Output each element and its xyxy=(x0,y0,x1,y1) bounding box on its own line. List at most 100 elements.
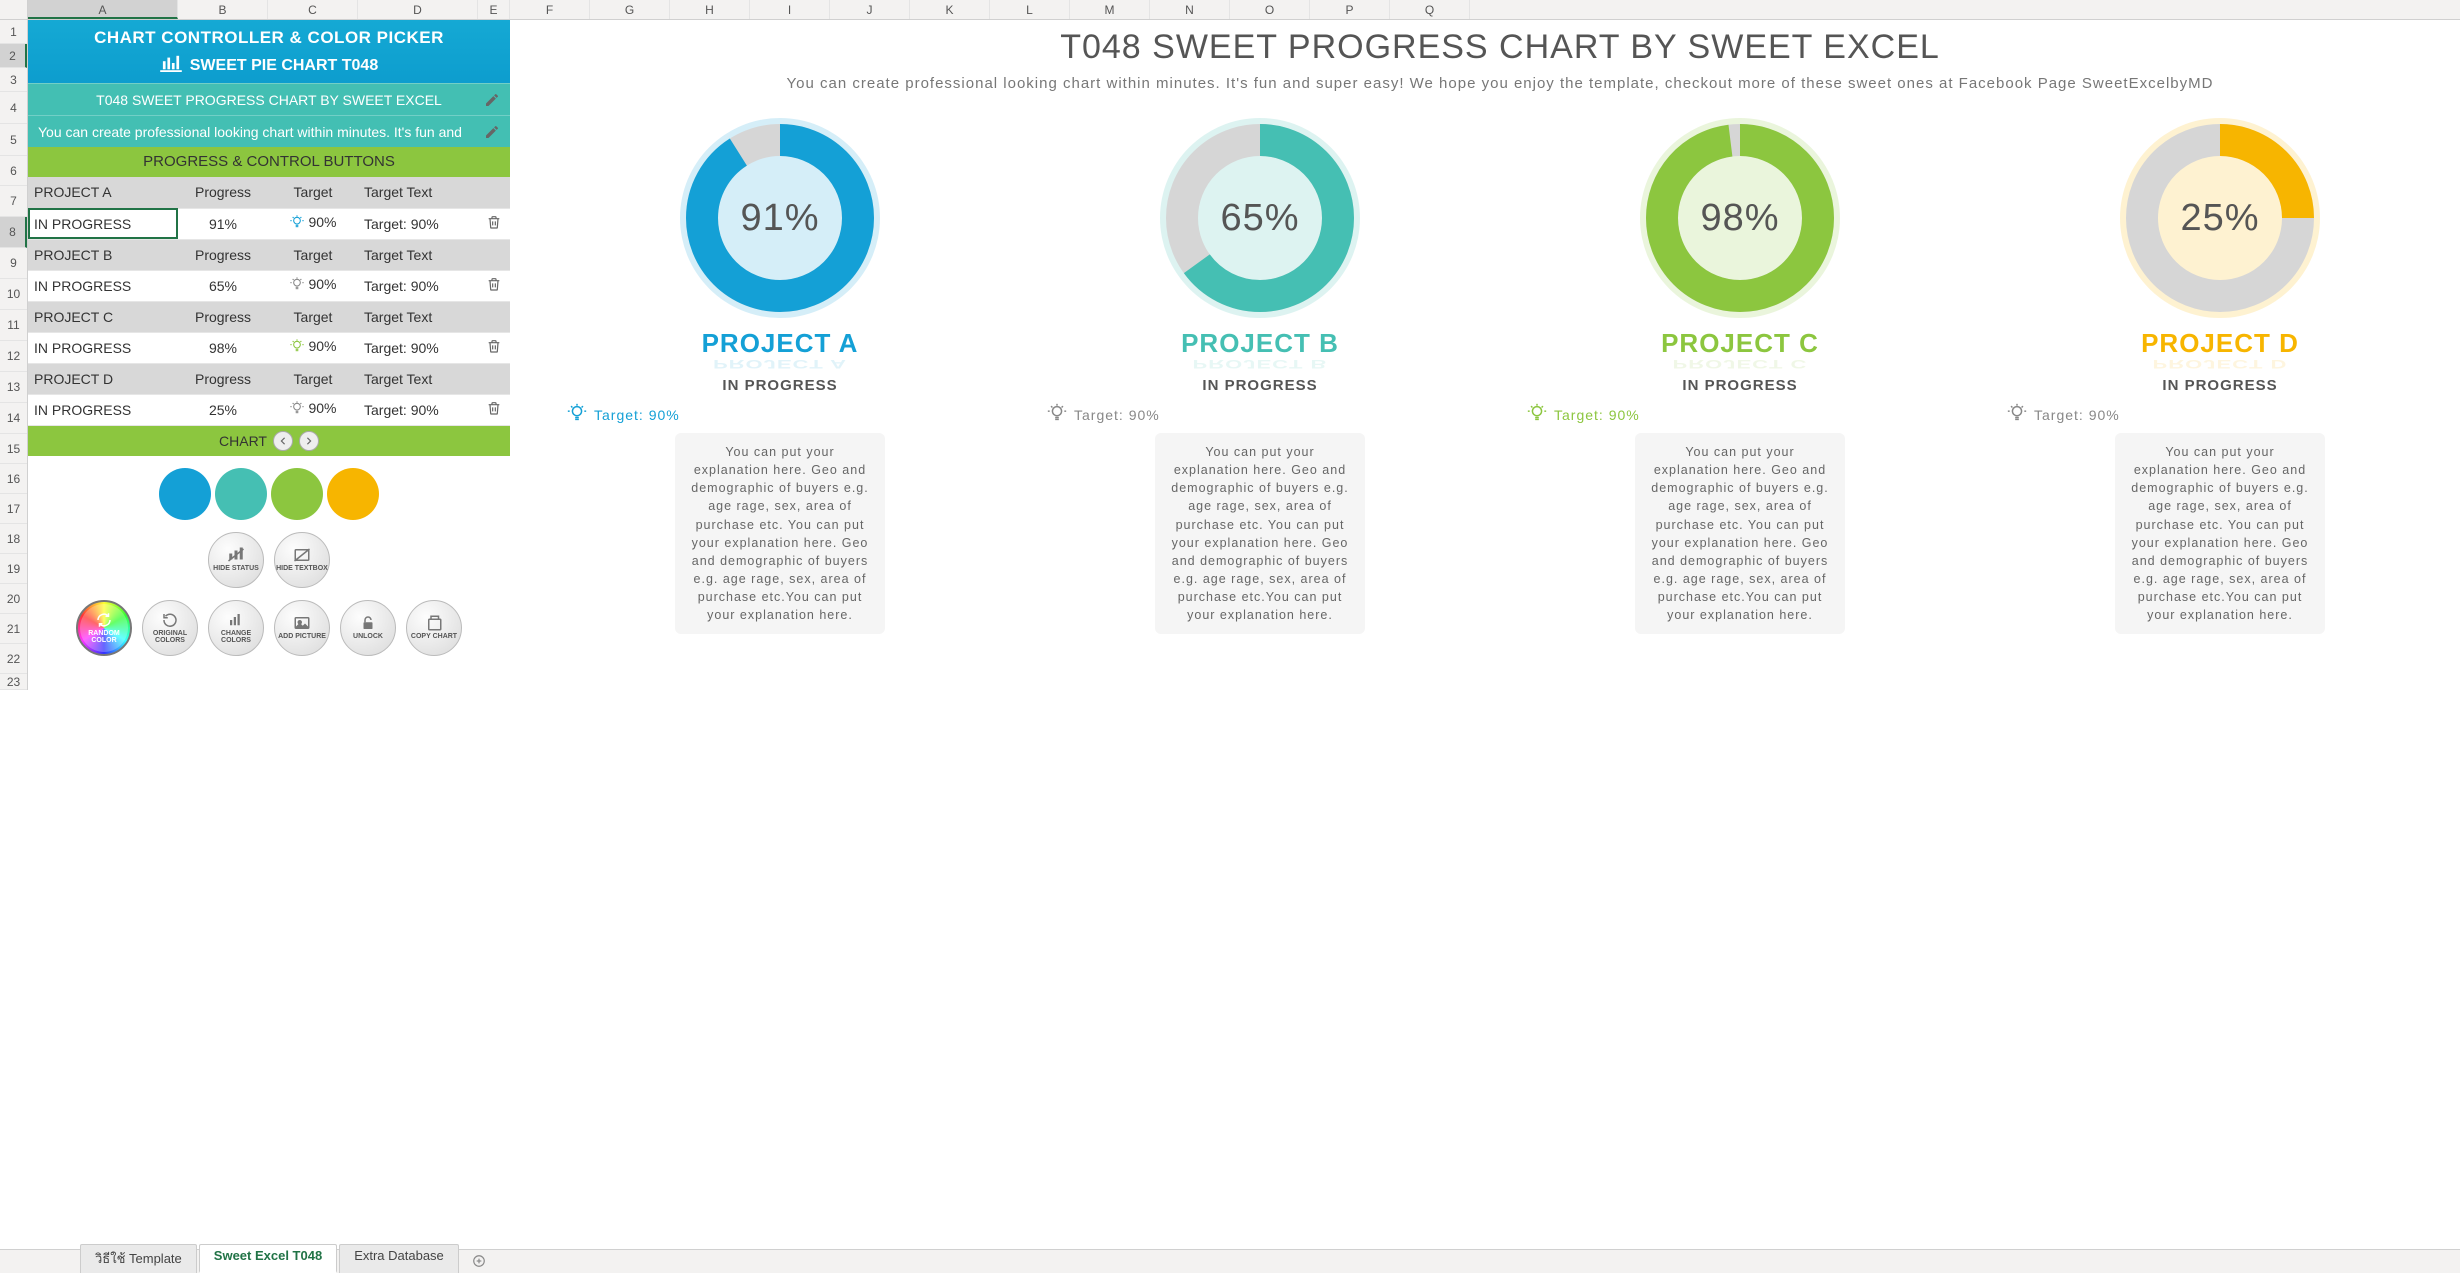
random-color-button[interactable]: RANDOM COLOR xyxy=(76,600,132,656)
select-all-corner[interactable] xyxy=(0,0,28,19)
row-header[interactable]: 15 xyxy=(0,434,27,464)
column-header[interactable]: K xyxy=(910,0,990,19)
row-header[interactable]: 16 xyxy=(0,464,27,494)
target-text-cell[interactable]: Target: 90% xyxy=(358,270,478,301)
row-header[interactable]: 23 xyxy=(0,674,27,690)
column-header[interactable]: D xyxy=(358,0,478,19)
new-sheet-button[interactable] xyxy=(467,1249,491,1273)
progress-cell[interactable]: 25% xyxy=(178,394,268,425)
row-header[interactable]: 14 xyxy=(0,403,27,434)
column-header[interactable]: P xyxy=(1310,0,1390,19)
donut-percent: 98% xyxy=(1640,118,1840,318)
row-header[interactable]: 21 xyxy=(0,614,27,644)
row-header[interactable]: 12 xyxy=(0,341,27,372)
target-text: Target: 90% xyxy=(1554,407,1640,423)
row-header[interactable]: 17 xyxy=(0,494,27,524)
column-header[interactable]: J xyxy=(830,0,910,19)
column-header[interactable]: M xyxy=(1070,0,1150,19)
panel-header: CHART CONTROLLER & COLOR PICKER SWEET PI… xyxy=(28,20,510,83)
target-text-cell[interactable]: Target: 90% xyxy=(358,208,478,239)
row-header[interactable]: 10 xyxy=(0,279,27,310)
progress-cell[interactable]: 65% xyxy=(178,270,268,301)
donut-percent: 91% xyxy=(680,118,880,318)
row-header[interactable]: 20 xyxy=(0,584,27,614)
color-swatch[interactable] xyxy=(159,468,211,520)
edit-icon[interactable] xyxy=(482,90,502,110)
row-header[interactable]: 13 xyxy=(0,372,27,403)
color-swatch[interactable] xyxy=(215,468,267,520)
add-picture-button[interactable]: ADD PICTURE xyxy=(274,600,330,656)
target-text-cell[interactable]: Target: 90% xyxy=(358,332,478,363)
target-text: Target: 90% xyxy=(2034,407,2120,423)
column-header[interactable]: E xyxy=(478,0,510,19)
column-header[interactable]: O xyxy=(1230,0,1310,19)
sheet-tab[interactable]: Extra Database xyxy=(339,1244,459,1273)
chart-next-button[interactable] xyxy=(299,431,319,451)
project-label[interactable]: PROJECT D xyxy=(28,363,178,394)
row-header[interactable]: 19 xyxy=(0,554,27,584)
row-header[interactable]: 18 xyxy=(0,524,27,554)
hide-status-button[interactable]: HIDE STATUS xyxy=(208,532,264,588)
color-swatch[interactable] xyxy=(327,468,379,520)
target-text-cell[interactable]: Target: 90% xyxy=(358,394,478,425)
bulb-icon: 90% xyxy=(289,214,336,230)
project-label[interactable]: PROJECT B xyxy=(28,239,178,270)
delete-row-button[interactable] xyxy=(478,270,510,301)
delete-row-button[interactable] xyxy=(478,208,510,239)
project-description: You can put your explanation here. Geo a… xyxy=(1635,433,1845,634)
row-header[interactable]: 11 xyxy=(0,310,27,341)
original-colors-button[interactable]: ORIGINAL COLORS xyxy=(142,600,198,656)
column-header[interactable]: Q xyxy=(1390,0,1470,19)
unlock-button[interactable]: UNLOCK xyxy=(340,600,396,656)
status-cell[interactable]: IN PROGRESS xyxy=(28,332,178,363)
row-header[interactable]: 4 xyxy=(0,92,27,124)
column-header[interactable]: H xyxy=(670,0,750,19)
column-header[interactable]: A xyxy=(28,0,178,19)
row-header[interactable]: 22 xyxy=(0,644,27,674)
status-cell[interactable]: IN PROGRESS xyxy=(28,394,178,425)
row-header[interactable]: 3 xyxy=(0,68,27,92)
col-header: Progress xyxy=(178,363,268,394)
col-header: Target Text xyxy=(358,239,478,270)
project-label[interactable]: PROJECT C xyxy=(28,301,178,332)
delete-row-button[interactable] xyxy=(478,332,510,363)
target-cell[interactable]: 90% xyxy=(268,208,358,239)
row-header[interactable]: 2 xyxy=(0,44,27,68)
bulb-icon: 90% xyxy=(289,276,336,292)
column-header[interactable]: B xyxy=(178,0,268,19)
hide-textbox-button[interactable]: HIDE TEXTBOX xyxy=(274,532,330,588)
delete-row-button[interactable] xyxy=(478,394,510,425)
col-header: Target xyxy=(268,239,358,270)
column-header[interactable]: G xyxy=(590,0,670,19)
column-header[interactable]: I xyxy=(750,0,830,19)
copy-chart-button[interactable]: COPY CHART xyxy=(406,600,462,656)
controller-panel: CHART CONTROLLER & COLOR PICKER SWEET PI… xyxy=(28,20,510,656)
column-header[interactable]: L xyxy=(990,0,1070,19)
status-cell[interactable]: IN PROGRESS xyxy=(28,270,178,301)
row-header[interactable]: 1 xyxy=(0,20,27,44)
column-header[interactable]: C xyxy=(268,0,358,19)
column-header[interactable]: F xyxy=(510,0,590,19)
chart-prev-button[interactable] xyxy=(273,431,293,451)
sheet-tab[interactable]: Sweet Excel T048 xyxy=(199,1244,337,1273)
target-cell[interactable]: 90% xyxy=(268,394,358,425)
change-colors-button[interactable]: CHANGE COLORS xyxy=(208,600,264,656)
project-description: You can put your explanation here. Geo a… xyxy=(2115,433,2325,634)
row-header[interactable]: 8 xyxy=(0,217,27,248)
row-header[interactable]: 5 xyxy=(0,124,27,156)
column-header[interactable]: N xyxy=(1150,0,1230,19)
project-status: IN PROGRESS xyxy=(1202,377,1317,394)
status-cell[interactable]: IN PROGRESS xyxy=(28,208,178,239)
target-cell[interactable]: 90% xyxy=(268,332,358,363)
row-header[interactable]: 6 xyxy=(0,156,27,186)
color-swatch[interactable] xyxy=(271,468,323,520)
sheet-tab[interactable]: วิธีใช้ Template xyxy=(80,1244,197,1273)
progress-cell[interactable]: 98% xyxy=(178,332,268,363)
bulb-icon: 90% xyxy=(289,400,336,416)
edit-icon[interactable] xyxy=(482,122,502,142)
row-header[interactable]: 9 xyxy=(0,248,27,279)
row-header[interactable]: 7 xyxy=(0,186,27,217)
target-cell[interactable]: 90% xyxy=(268,270,358,301)
progress-cell[interactable]: 91% xyxy=(178,208,268,239)
project-label[interactable]: PROJECT A xyxy=(28,177,178,208)
